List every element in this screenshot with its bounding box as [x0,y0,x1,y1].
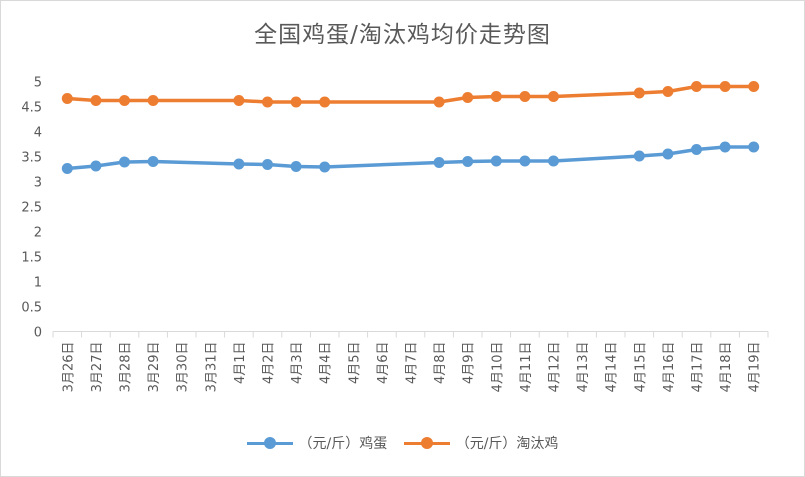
data-point-series-0 [490,155,502,167]
x-tick-label: 4月11日 [519,342,534,393]
y-tick-label: 0.5 [21,301,42,316]
series-line-1 [65,84,756,104]
legend-label-egg: （元/斤）鸡蛋 [298,436,388,452]
data-point-series-1 [61,93,73,104]
y-tick-label: 4 [34,126,42,141]
data-point-series-1 [519,91,531,102]
x-tick-label: 4月12日 [548,342,563,393]
x-tick-label: 4月7日 [405,342,420,385]
y-tick-label: 2.5 [21,201,42,216]
x-tick-label: 4月17日 [691,342,706,393]
x-tick-label: 4月15日 [633,342,648,393]
y-tick-label: 1 [34,276,42,291]
data-point-series-0 [748,141,760,153]
x-tick-label: 4月13日 [576,342,591,393]
data-point-series-1 [433,96,445,108]
x-tick-label: 3月26日 [61,342,76,393]
x-tick-label: 4月6日 [376,342,391,385]
data-point-series-0 [61,163,73,174]
x-tick-label: 4月4日 [319,342,334,385]
x-tick-label: 3月28日 [119,342,134,393]
x-tick-label: 4月1日 [233,342,248,385]
x-tick-label: 4月2日 [262,342,277,385]
data-point-series-1 [748,81,760,92]
y-tick-label: 0 [34,326,42,341]
chart-title: 全国鸡蛋/淘汰鸡均价走势图 [254,22,551,48]
data-point-series-1 [233,95,245,106]
x-tick-label: 4月18日 [719,342,734,393]
legend: （元/斤）鸡蛋 （元/斤）淘汰鸡 [1,433,804,454]
data-point-series-1 [119,95,130,106]
y-tick-label: 4.5 [21,101,42,116]
data-point-series-0 [519,155,531,167]
data-point-series-1 [90,95,102,106]
legend-swatch-culled-hen [403,436,450,450]
data-point-series-1 [462,92,474,103]
data-point-series-1 [548,91,559,102]
data-point-series-0 [119,156,130,168]
data-point-series-1 [319,96,331,108]
y-tick-label: 5 [34,76,42,91]
x-tick-label: 4月10日 [490,342,505,393]
data-point-series-1 [662,86,674,97]
x-tick-label: 4月19日 [748,342,763,393]
y-tick-label: 3 [34,176,42,191]
x-tick-label: 4月5日 [347,342,362,385]
x-tick-label: 4月9日 [462,342,477,385]
data-point-series-0 [633,150,645,162]
data-point-series-0 [691,144,702,155]
x-tick-label: 4月14日 [605,342,620,393]
legend-label-culled-hen: （元/斤）淘汰鸡 [455,436,559,452]
data-point-series-0 [719,141,731,153]
data-point-series-0 [662,148,674,160]
data-point-series-1 [290,96,302,108]
y-tick-label: 1.5 [21,251,42,266]
data-point-series-0 [319,161,331,173]
x-tick-label: 4月16日 [662,342,677,393]
y-tick-label: 2 [34,226,42,241]
data-point-series-1 [633,87,645,99]
data-point-series-1 [490,91,502,102]
x-tick-label: 4月8日 [433,342,448,385]
data-point-series-0 [90,160,102,172]
x-tick-label: 4月3日 [290,342,305,385]
data-point-series-0 [147,156,159,167]
legend-item-culled-hen: （元/斤）淘汰鸡 [403,433,559,453]
legend-swatch-egg [246,436,293,450]
legend-marker-culled-hen [420,437,433,449]
data-point-series-1 [262,96,273,108]
x-tick-label: 3月29日 [147,342,162,393]
data-point-series-1 [147,95,159,106]
data-point-series-0 [548,155,559,167]
x-tick-label: 3月31日 [204,342,219,393]
series-line-0 [65,145,756,171]
legend-marker-egg [263,437,276,449]
x-tick-label: 3月30日 [176,342,191,393]
y-tick-label: 3.5 [21,151,42,166]
data-point-series-0 [433,157,445,168]
x-tick-label: 3月27日 [90,342,105,393]
data-point-series-0 [262,159,273,170]
data-point-series-0 [233,158,245,170]
data-point-series-0 [462,156,474,167]
data-point-series-0 [290,161,302,172]
data-point-series-1 [719,81,731,92]
legend-item-egg: （元/斤）鸡蛋 [246,433,388,453]
data-point-series-1 [691,81,702,92]
